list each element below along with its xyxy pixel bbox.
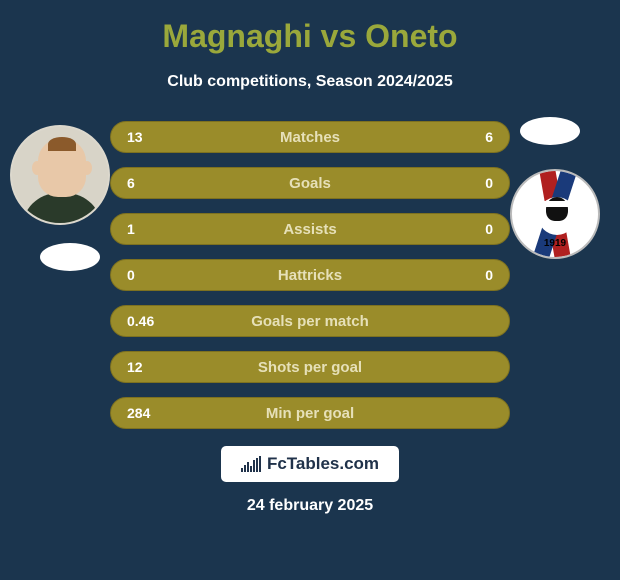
stat-label: Goals [111,175,509,192]
stat-label: Shots per goal [111,359,509,376]
stat-label: Matches [111,129,509,146]
brand-badge: FcTables.com [220,445,400,483]
date-text: 24 february 2025 [0,497,620,515]
comparison-card: Magnaghi vs Oneto Club competitions, Sea… [0,0,620,580]
title-right: Oneto [365,18,457,54]
stat-row: 0Hattricks0 [110,259,510,291]
stat-row: 13Matches6 [110,121,510,153]
stat-row: 1Assists0 [110,213,510,245]
stat-left-value: 284 [127,405,150,421]
stat-label: Assists [111,221,509,238]
stat-row: 284Min per goal [110,397,510,429]
stat-row: 12Shots per goal [110,351,510,383]
stat-right-value: 0 [485,175,493,191]
stat-left-value: 0 [127,267,135,283]
stat-label: Goals per match [111,313,509,330]
stat-right-value: 0 [485,221,493,237]
stat-left-value: 6 [127,175,135,191]
stat-left-value: 12 [127,359,143,375]
page-title: Magnaghi vs Oneto [0,18,620,55]
brand-bars-icon [241,456,261,472]
stat-left-value: 0.46 [127,313,154,329]
stat-rows: 13Matches66Goals01Assists00Hattricks00.4… [0,121,620,429]
stat-label: Hattricks [111,267,509,284]
subtitle: Club competitions, Season 2024/2025 [0,73,620,91]
stat-left-value: 1 [127,221,135,237]
stat-row: 6Goals0 [110,167,510,199]
stat-row: 0.46Goals per match [110,305,510,337]
stat-left-value: 13 [127,129,143,145]
stat-right-value: 6 [485,129,493,145]
stat-right-value: 0 [485,267,493,283]
title-left: Magnaghi [162,18,311,54]
stat-label: Min per goal [111,405,509,422]
title-vs: vs [321,18,357,54]
brand-text: FcTables.com [267,454,379,474]
